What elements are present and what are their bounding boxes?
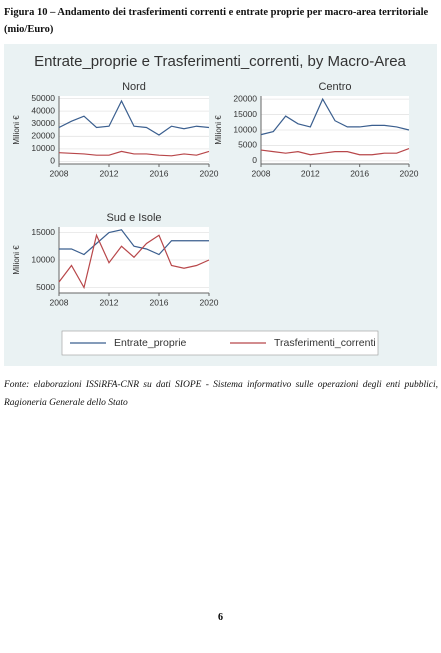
y-tick-label: 30000	[31, 118, 55, 128]
plot-area	[59, 96, 209, 164]
y-tick-label: 20000	[233, 93, 257, 103]
y-tick-label: 10000	[31, 254, 55, 264]
y-axis-label: Milioni €	[12, 115, 21, 145]
x-tick-label: 2016	[150, 168, 169, 178]
y-tick-label: 50000	[31, 93, 55, 103]
x-tick-label: 2012	[301, 168, 320, 178]
x-tick-label: 2016	[350, 168, 369, 178]
data-line	[260, 147, 410, 156]
x-tick-label: 2012	[100, 297, 119, 307]
chart-title: Nord	[122, 81, 146, 93]
data-line	[58, 233, 210, 290]
y-tick-label: 0	[50, 156, 55, 166]
chart-title: Centro	[318, 81, 351, 93]
data-line	[260, 97, 410, 136]
page-number: 6	[218, 612, 223, 623]
y-tick-label: 15000	[233, 109, 257, 119]
data-line	[58, 99, 210, 136]
y-tick-label: 20000	[31, 131, 55, 141]
x-tick-label: 2020	[200, 297, 219, 307]
x-tick-label: 2008	[50, 168, 69, 178]
y-tick-label: 40000	[31, 105, 55, 115]
x-tick-label: 2008	[252, 168, 271, 178]
legend-label: Trasferimenti_correnti	[274, 337, 376, 349]
figure-title: Entrate_proprie e Trasferimenti_correnti…	[34, 53, 406, 70]
x-tick-label: 2020	[200, 168, 219, 178]
figure-caption: Figura 10 – Andamento dei trasferimenti …	[4, 7, 429, 35]
chart-title: Sud e Isole	[106, 212, 161, 224]
y-tick-label: 10000	[233, 124, 257, 134]
x-tick-label: 2016	[150, 297, 169, 307]
y-tick-label: 10000	[31, 143, 55, 153]
y-axis-label: Milioni €	[214, 115, 223, 145]
y-axis-label: Milioni €	[12, 245, 21, 275]
y-tick-label: 15000	[31, 227, 55, 237]
y-tick-label: 5000	[36, 282, 55, 292]
y-tick-label: 5000	[238, 140, 257, 150]
y-tick-label: 0	[252, 155, 257, 165]
x-tick-label: 2008	[50, 297, 69, 307]
data-line	[58, 150, 210, 157]
source-note: Fonte: elaborazioni ISSiRFA-CNR su dati …	[4, 380, 438, 408]
data-line	[59, 229, 209, 256]
figure: Entrate_proprie e Trasferimenti_correnti…	[4, 44, 437, 366]
x-tick-label: 2020	[400, 168, 419, 178]
legend-label: Entrate_proprie	[114, 337, 187, 349]
figure-background	[4, 44, 437, 366]
legend-box	[61, 330, 379, 356]
x-tick-label: 2012	[100, 168, 119, 178]
